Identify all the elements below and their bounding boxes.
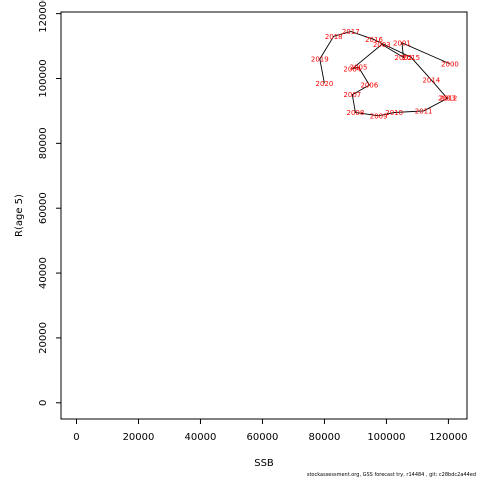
point-label-2003: 2003 (373, 41, 391, 49)
point-label-2011: 2011 (415, 107, 433, 115)
point-label-2005: 2005 (350, 64, 368, 72)
x-tick-label: 60000 (247, 432, 279, 443)
point-label-2001: 2001 (393, 39, 411, 47)
point-label-2010: 2010 (385, 109, 403, 117)
y-tick-label: 120000 (38, 0, 49, 33)
plot-frame (60, 11, 468, 420)
x-tick-label: 80000 (309, 432, 341, 443)
point-label-2006: 2006 (360, 81, 378, 89)
x-tick-label: 20000 (123, 432, 155, 443)
series-line (319, 31, 451, 117)
point-label-2012: 2012 (439, 94, 457, 102)
x-tick-label: 100000 (367, 432, 405, 443)
y-tick-label: 100000 (38, 59, 49, 97)
point-label-2017: 2017 (342, 28, 360, 36)
y-tick-label: 0 (38, 400, 49, 406)
point-label-2015: 2015 (402, 54, 420, 62)
point-label-2020: 2020 (316, 80, 334, 88)
point-label-2014: 2014 (422, 77, 440, 85)
point-label-2016: 2016 (365, 36, 383, 44)
x-tick-label: 40000 (185, 432, 217, 443)
point-label-2002: 2002 (395, 54, 413, 62)
y-tick-label: 80000 (38, 127, 49, 159)
point-label-2000: 2000 (441, 60, 459, 68)
point-label-2007: 2007 (343, 91, 361, 99)
point-label-2004: 2004 (343, 65, 361, 73)
y-tick-label: 40000 (38, 257, 49, 289)
point-label-2013: 2013 (438, 94, 456, 102)
x-tick-label: 0 (73, 432, 79, 443)
point-label-2008: 2008 (347, 109, 365, 117)
point-label-2018: 2018 (325, 33, 343, 41)
point-label-2019: 2019 (311, 56, 329, 64)
y-tick-label: 60000 (38, 192, 49, 224)
y-axis-title: R(age 5) (14, 194, 25, 237)
y-tick-label: 20000 (38, 322, 49, 354)
point-label-2009: 2009 (370, 112, 388, 120)
footer-credit: stockassessment.org, GSS forecast try, r… (306, 472, 476, 478)
x-tick-label: 120000 (429, 432, 467, 443)
x-axis-title: SSB (254, 458, 274, 469)
chart-axes: 0 20000 40000 60000 80000 100000 120000 0 20000 4… (38, 0, 468, 443)
